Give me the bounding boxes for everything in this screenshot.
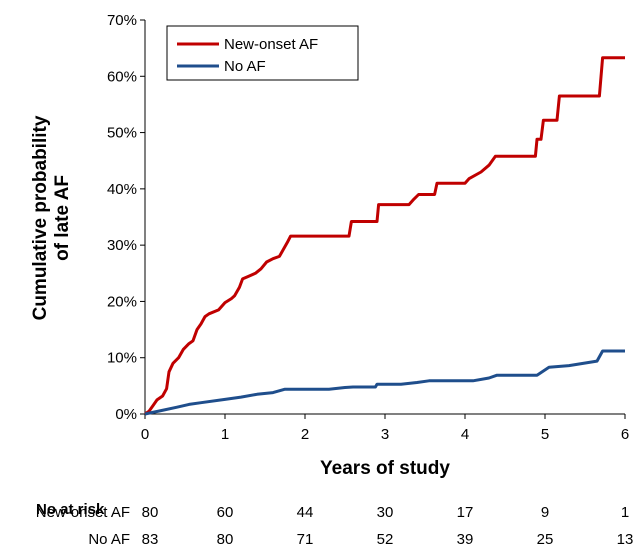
legend-label-new-onset-af: New-onset AF bbox=[224, 36, 318, 53]
x-axis-title: Years of study bbox=[320, 458, 450, 479]
y-tick-label: 60% bbox=[107, 68, 137, 85]
risk-value: 52 bbox=[377, 531, 394, 548]
y-tick-label: 30% bbox=[107, 237, 137, 254]
x-ticks: 0 1 2 3 4 5 6 bbox=[141, 414, 629, 443]
risk-table-rows: New-onset AF 80 60 44 30 17 9 1 No AF 83 80 71 52 39 2… bbox=[36, 504, 634, 548]
y-tick-label: 40% bbox=[107, 181, 137, 198]
risk-value: 80 bbox=[217, 531, 234, 548]
risk-value: 17 bbox=[457, 504, 474, 521]
series-line-new-onset-af bbox=[144, 56, 625, 416]
y-tick-label: 20% bbox=[107, 293, 137, 310]
y-tick-label: 10% bbox=[107, 350, 137, 367]
legend-label-no-af: No AF bbox=[224, 58, 266, 75]
x-tick-label: 4 bbox=[461, 426, 469, 443]
risk-value: 44 bbox=[297, 504, 314, 521]
risk-value: 30 bbox=[377, 504, 394, 521]
x-tick-label: 6 bbox=[621, 426, 629, 443]
risk-row-label: New-onset AF bbox=[36, 504, 130, 521]
y-axis-title: Cumulative probability of late AF bbox=[30, 115, 73, 320]
risk-table: No at risk New-onset AF 80 60 44 30 17 9 1 No AF… bbox=[36, 501, 634, 548]
risk-value: 25 bbox=[537, 531, 554, 548]
risk-value: 83 bbox=[142, 531, 159, 548]
legend-box bbox=[166, 25, 359, 81]
y-tick-label: 0% bbox=[115, 406, 137, 423]
risk-table-header: No at risk bbox=[36, 501, 105, 518]
y-tick-label: 50% bbox=[107, 125, 137, 142]
x-tick-label: 5 bbox=[541, 426, 549, 443]
risk-value: 39 bbox=[457, 531, 474, 548]
y-tick-label: 70% bbox=[107, 12, 137, 29]
risk-value: 80 bbox=[142, 504, 159, 521]
risk-value: 60 bbox=[217, 504, 234, 521]
risk-value: 13 bbox=[617, 531, 634, 548]
x-tick-label: 3 bbox=[381, 426, 389, 443]
risk-value: 1 bbox=[621, 504, 629, 521]
risk-row-label: No AF bbox=[88, 531, 130, 548]
x-tick-label: 1 bbox=[221, 426, 229, 443]
y-axis-title-line-1: Cumulative probability bbox=[30, 115, 51, 320]
y-ticks: 0% 10% 20% 30% 40% 50% 60% 70% bbox=[107, 12, 145, 423]
x-tick-label: 0 bbox=[141, 426, 149, 443]
series-layer bbox=[144, 56, 625, 416]
x-tick-label: 2 bbox=[301, 426, 309, 443]
y-axis-title-line-2: of late AF bbox=[52, 175, 73, 261]
legend: New-onset AF No AF bbox=[166, 25, 359, 81]
series-line-no-af bbox=[144, 349, 625, 416]
risk-value: 71 bbox=[297, 531, 314, 548]
risk-value: 9 bbox=[541, 504, 549, 521]
